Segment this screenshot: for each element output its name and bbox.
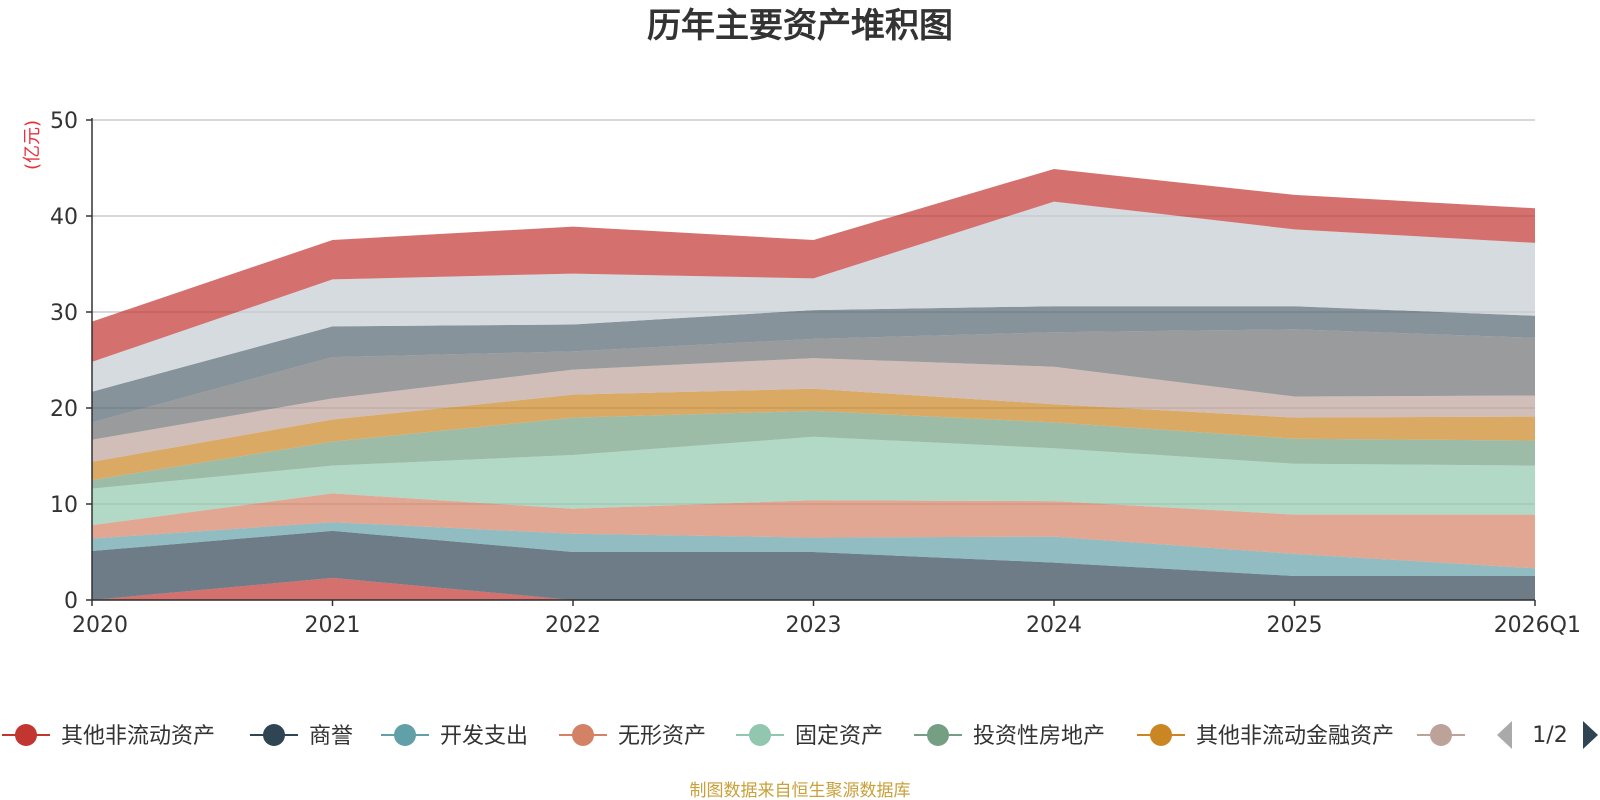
legend-label[interactable]: 商誉 (309, 724, 353, 749)
y-tick-label: 0 (64, 589, 78, 614)
legend-label[interactable]: 其他非流动金融资产 (1196, 724, 1394, 749)
legend-marker[interactable] (749, 724, 771, 746)
legend-marker[interactable] (15, 724, 37, 746)
legend-marker[interactable] (1430, 724, 1452, 746)
area-series (92, 358, 1535, 462)
legend-label[interactable]: 开发支出 (440, 724, 528, 749)
legend-label[interactable]: 投资性房地产 (973, 724, 1105, 749)
area-series (92, 436, 1535, 526)
legend: 其他非流动资产 商誉 开发支出 无形资产 固定资产 投资性房地产 其他非流动金融资产 (2, 724, 1465, 749)
legend-page-indicator: 1/2 (1532, 723, 1567, 748)
x-tick-label: 2026Q1 (1494, 613, 1581, 638)
legend-marker[interactable] (394, 724, 416, 746)
data-source-note: 制图数据来自恒生聚源数据库 (690, 781, 911, 800)
x-tick-label: 2020 (72, 613, 128, 638)
legend-marker[interactable] (263, 724, 285, 746)
area-series (92, 388, 1535, 480)
area-series (92, 201, 1535, 392)
y-tick-label: 50 (50, 109, 78, 134)
x-tick-label: 2024 (1026, 613, 1082, 638)
area-series (92, 530, 1535, 600)
x-tick-label: 2022 (545, 613, 601, 638)
y-tick-label: 20 (50, 397, 78, 422)
x-tick-label: 2025 (1267, 613, 1323, 638)
x-tick-label: 2021 (305, 613, 361, 638)
legend-marker[interactable] (927, 724, 949, 746)
x-tick-label: 2023 (786, 613, 842, 638)
series-areas (92, 169, 1535, 600)
area-series (92, 329, 1535, 440)
area-series (92, 493, 1535, 569)
y-axis-label: (亿元) (22, 120, 43, 170)
legend-marker[interactable] (572, 724, 594, 746)
legend-marker[interactable] (1150, 724, 1172, 746)
axes: 0 10 20 30 40 50 2020 2021 2022 2023 2024 2025 2026Q… (50, 109, 1581, 638)
area-series (92, 577, 1535, 600)
area-series (92, 169, 1535, 362)
area-series (92, 522, 1535, 576)
legend-prev-icon[interactable] (1497, 721, 1512, 749)
y-tick-label: 40 (50, 205, 78, 230)
chart-title: 历年主要资产堆积图 (647, 6, 953, 46)
legend-label[interactable]: 无形资产 (618, 724, 706, 749)
legend-next-icon[interactable] (1583, 721, 1598, 749)
area-series (92, 410, 1535, 489)
legend-label[interactable]: 其他非流动资产 (61, 724, 215, 749)
area-series (92, 306, 1535, 423)
legend-label[interactable]: 固定资产 (795, 724, 883, 749)
y-tick-label: 30 (50, 301, 78, 326)
y-tick-label: 10 (50, 493, 78, 518)
